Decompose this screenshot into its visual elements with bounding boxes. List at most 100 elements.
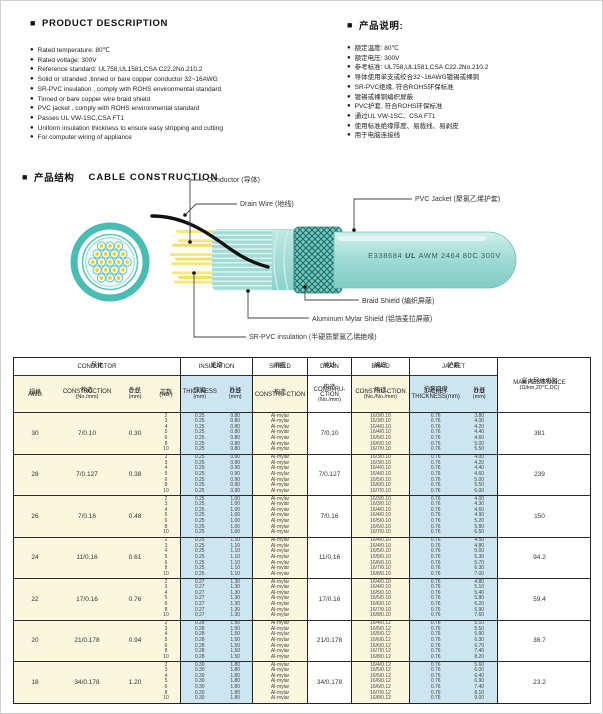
cell-line: Al-mylar xyxy=(270,440,290,447)
cell-line: 1.10 xyxy=(230,559,241,566)
cell-line: 4.40 xyxy=(474,429,485,436)
cell-line: 16/7/0.12 xyxy=(370,648,391,655)
cell-line: 0.76 xyxy=(430,636,441,643)
cell-line: 0.90 xyxy=(230,459,241,466)
cell-stack: 0.76 0.76 0.76 0.76 0.76 0.76 0.76 xyxy=(431,538,441,577)
label-mylar-shield: Aluminum Mylar Shield (铝箔麦拉屏蔽) xyxy=(312,316,433,323)
header-sub: (No./No./mm) xyxy=(364,393,397,400)
cell-line: 0.76 xyxy=(430,476,441,483)
bullet-text: Rated temperature: 80℃ xyxy=(37,47,110,54)
cell-line: 5.80 xyxy=(474,595,485,602)
cell-line: 0.76 xyxy=(430,542,441,549)
cell-line: 0.25 xyxy=(194,446,205,453)
row-group: 0.25 0.25 0.25 0.25 0.25 0.25 0.25 0.90 0.90 0.90… xyxy=(180,454,252,495)
cell-line: 16/5/0.12 xyxy=(370,672,391,679)
cell-line: 0.30 xyxy=(194,667,205,674)
cell-line: 0.76 xyxy=(430,418,441,425)
table-cell: 17/0.16 xyxy=(56,579,118,620)
table-cell: 16/3/0.10 16/3/0.10 16/4/0.10 16/4/0.10 16/5… xyxy=(352,496,409,537)
header-en: (No.) xyxy=(159,391,173,398)
bullet-item: ● 镀锡或裸铜编织屏蔽 xyxy=(347,93,488,103)
cell-line: 0.76 xyxy=(430,695,441,702)
cell-line: 16/5/0.12 xyxy=(370,667,391,674)
cell-line: 16/3/0.10 xyxy=(370,418,391,425)
cell-line: 0.30 xyxy=(194,695,205,702)
cell-line: 0.25 xyxy=(194,501,205,508)
bullet-text: 镀锡或裸铜编织屏蔽 xyxy=(354,93,414,101)
cell-line: 6.70 xyxy=(474,642,485,649)
cell-line: 0.25 xyxy=(194,418,205,425)
cell-line: 0.90 xyxy=(230,470,241,477)
bullet-icon: ● xyxy=(30,47,34,53)
pvc-jacket xyxy=(333,231,517,289)
bullet-item: ● Reference standard: UL758,UL1581,CSA C2… xyxy=(30,65,223,75)
cell-line: 16/6/0.10 xyxy=(370,559,391,566)
cell-line: 0.27 xyxy=(194,606,205,613)
header-zh: 外径 xyxy=(128,387,141,394)
header-subrow: 厚度 THICKNESS (mm) 外径 O.D (mm) xyxy=(181,376,252,412)
cell-stack: 1.30 1.30 1.30 1.30 1.30 1.30 1.30 xyxy=(230,579,240,619)
header-subrow: 构造 CONSTRU-CTION (No./mm) xyxy=(308,376,351,412)
group-en: JACKET xyxy=(441,364,465,370)
cell-value: 11/0.16 xyxy=(318,554,341,562)
cell-line: 3 xyxy=(164,459,168,466)
bullet-icon: ● xyxy=(347,132,351,139)
cell-line: 16/8/0.12 xyxy=(370,653,391,660)
table-cell: 2 3 4 5 6 8 10 xyxy=(152,413,180,454)
cell-line: 16/5/0.10 xyxy=(370,553,391,560)
bullet-icon: ● xyxy=(30,124,34,131)
bullet-icon: ● xyxy=(347,112,351,119)
group-zh: 编织 xyxy=(374,362,387,369)
cell-line: 0.76 xyxy=(430,620,441,627)
header-en: CONSTRU-CTION xyxy=(254,391,306,398)
cell-line: Al-mylar xyxy=(270,667,290,674)
cell-line: 16/5/0.10 xyxy=(370,548,391,555)
cell-line: 5.00 xyxy=(474,476,485,483)
row-group: 7/0.16 xyxy=(307,496,351,537)
section-marker-icon: ■ xyxy=(22,171,29,182)
bullet-item: ● PVC jacket , comply with ROHS environme… xyxy=(30,104,223,114)
cell-line: Al-mylar xyxy=(270,548,290,555)
cell-line: Al-mylar xyxy=(270,570,290,577)
header-cell: 芯数 (No.) xyxy=(152,376,180,412)
bullet-item: ● Passes UL VW-1SC,CSA FT1 xyxy=(30,114,223,124)
cell-value: 24 xyxy=(31,554,39,562)
cell-line: 16/4/0.10 xyxy=(370,584,391,591)
cell-line: 16/6/0.10 xyxy=(370,440,391,447)
cell-line: 7.40 xyxy=(474,684,485,691)
cell-line: 16/4/0.12 xyxy=(370,662,391,668)
bullet-item: ● 导体使用单支或绞合32~16AWG镀锡或裸铜 xyxy=(347,73,488,83)
bullet-text: 导体使用单支或绞合32~16AWG镀锡或裸铜 xyxy=(354,74,480,82)
bullet-text: 额定温度: 80℃ xyxy=(354,45,399,52)
row-group: 22 17/0.16 0.76 2 3 4 5 6 8 10 xyxy=(14,579,180,620)
bullet-text: PVC jacket , comply with ROHS environmen… xyxy=(37,105,200,113)
cell-stack: Al-mylar Al-mylar Al-mylar Al-mylar Al-mylar… xyxy=(271,621,289,660)
table-cell: Al-mylar Al-mylar Al-mylar Al-mylar Al-mylar… xyxy=(253,455,307,496)
table-cell: 0.30 xyxy=(118,413,152,454)
bullet-text: Passes UL VW-1SC,CSA FT1 xyxy=(37,114,124,122)
cell-value: 34/0.178 xyxy=(74,678,100,686)
cell-line: 0.25 xyxy=(194,440,205,447)
row-group: 0.76 0.76 0.76 0.76 0.76 0.76 0.76 4.00 4.20 4.40… xyxy=(409,454,497,495)
cell-stack: 16/4/0.12 16/5/0.12 16/5/0.12 16/6/0.12 16/6… xyxy=(370,621,391,660)
cell-line: 0.90 xyxy=(230,487,241,494)
cell-value: 0.94 xyxy=(128,637,142,645)
cell-line: 1.10 xyxy=(230,553,241,560)
header-en: JACKET THICKNESS(mm) xyxy=(411,388,460,401)
cell-value: 59.4 xyxy=(533,595,546,603)
bullet-item: ● 额定温度: 80℃ xyxy=(347,44,488,54)
section-marker-icon: ■ xyxy=(347,19,354,30)
table-cell: 7/0.16 xyxy=(308,496,351,537)
header-group-title: 绝缘 INSULATION xyxy=(181,358,252,376)
header-sub: (No./mm) xyxy=(318,396,341,403)
cell-line: 10 xyxy=(163,529,169,536)
cell-line: Al-mylar xyxy=(270,518,290,525)
bullet-icon: ● xyxy=(347,122,351,129)
cell-line: Al-mylar xyxy=(270,631,290,638)
table-row: 20 21/0.178 0.94 2 3 4 5 6 8 10 0.28 0.28 0.28 0.28 0.… xyxy=(14,619,590,661)
cell-line: 0.90 xyxy=(230,454,241,461)
cell-line: 6.30 xyxy=(474,565,485,572)
cell-line: 16/4/0.12 xyxy=(370,620,391,627)
cell-stack: 0.25 0.25 0.25 0.25 0.25 0.25 0.25 xyxy=(195,455,205,494)
cell-line: 8 xyxy=(164,648,168,655)
